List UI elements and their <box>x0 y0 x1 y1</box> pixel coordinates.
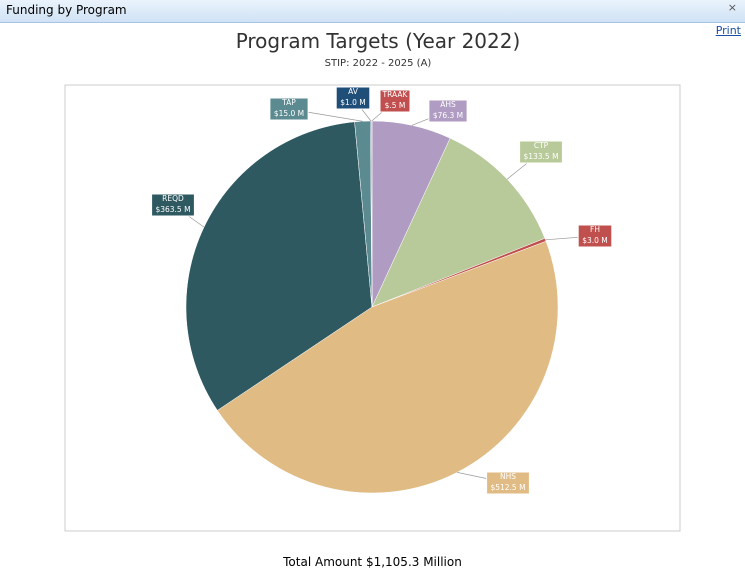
label-box <box>335 86 371 110</box>
label-box <box>379 89 411 113</box>
label-box <box>151 193 195 217</box>
chart-subtitle: STIP: 2022 - 2025 (A) <box>325 58 432 69</box>
label-box <box>519 140 563 164</box>
print-link[interactable]: Print <box>715 24 741 37</box>
slice-name: TRAAK <box>382 90 409 99</box>
title-bar: Funding by Program × <box>0 0 745 23</box>
chart: Program Targets (Year 2022) STIP: 2022 -… <box>64 29 681 532</box>
slice-value: $133.5 M <box>523 152 558 161</box>
chart-title: Program Targets (Year 2022) <box>236 29 521 53</box>
slice-name: CTP <box>534 141 549 150</box>
slice-name: REQD <box>162 194 184 203</box>
pie-slice <box>371 137 546 308</box>
pie-slice <box>185 121 373 411</box>
slice-value: $1.0 M <box>340 98 366 107</box>
slice-value: $15.0 M <box>274 109 304 118</box>
window-title: Funding by Program <box>6 3 127 17</box>
label-box <box>577 224 613 248</box>
label-box <box>428 99 468 123</box>
slice-name: AV <box>348 87 359 96</box>
slice-name: AHS <box>440 100 456 109</box>
total-amount: Total Amount $1,105.3 Million <box>283 555 462 569</box>
slice-value: $3.0 M <box>582 236 608 245</box>
slice-name: TAP <box>281 98 296 107</box>
close-button[interactable]: × <box>727 1 737 14</box>
slice-value: $512.5 M <box>490 483 525 492</box>
slice-value: $.5 M <box>385 101 406 110</box>
slice-name: FH <box>590 225 600 234</box>
label-box <box>486 471 530 495</box>
slice-value: $363.5 M <box>155 205 190 214</box>
slice-name: NHS <box>500 472 516 481</box>
label-box <box>269 97 309 121</box>
slice-value: $76.3 M <box>433 111 463 120</box>
